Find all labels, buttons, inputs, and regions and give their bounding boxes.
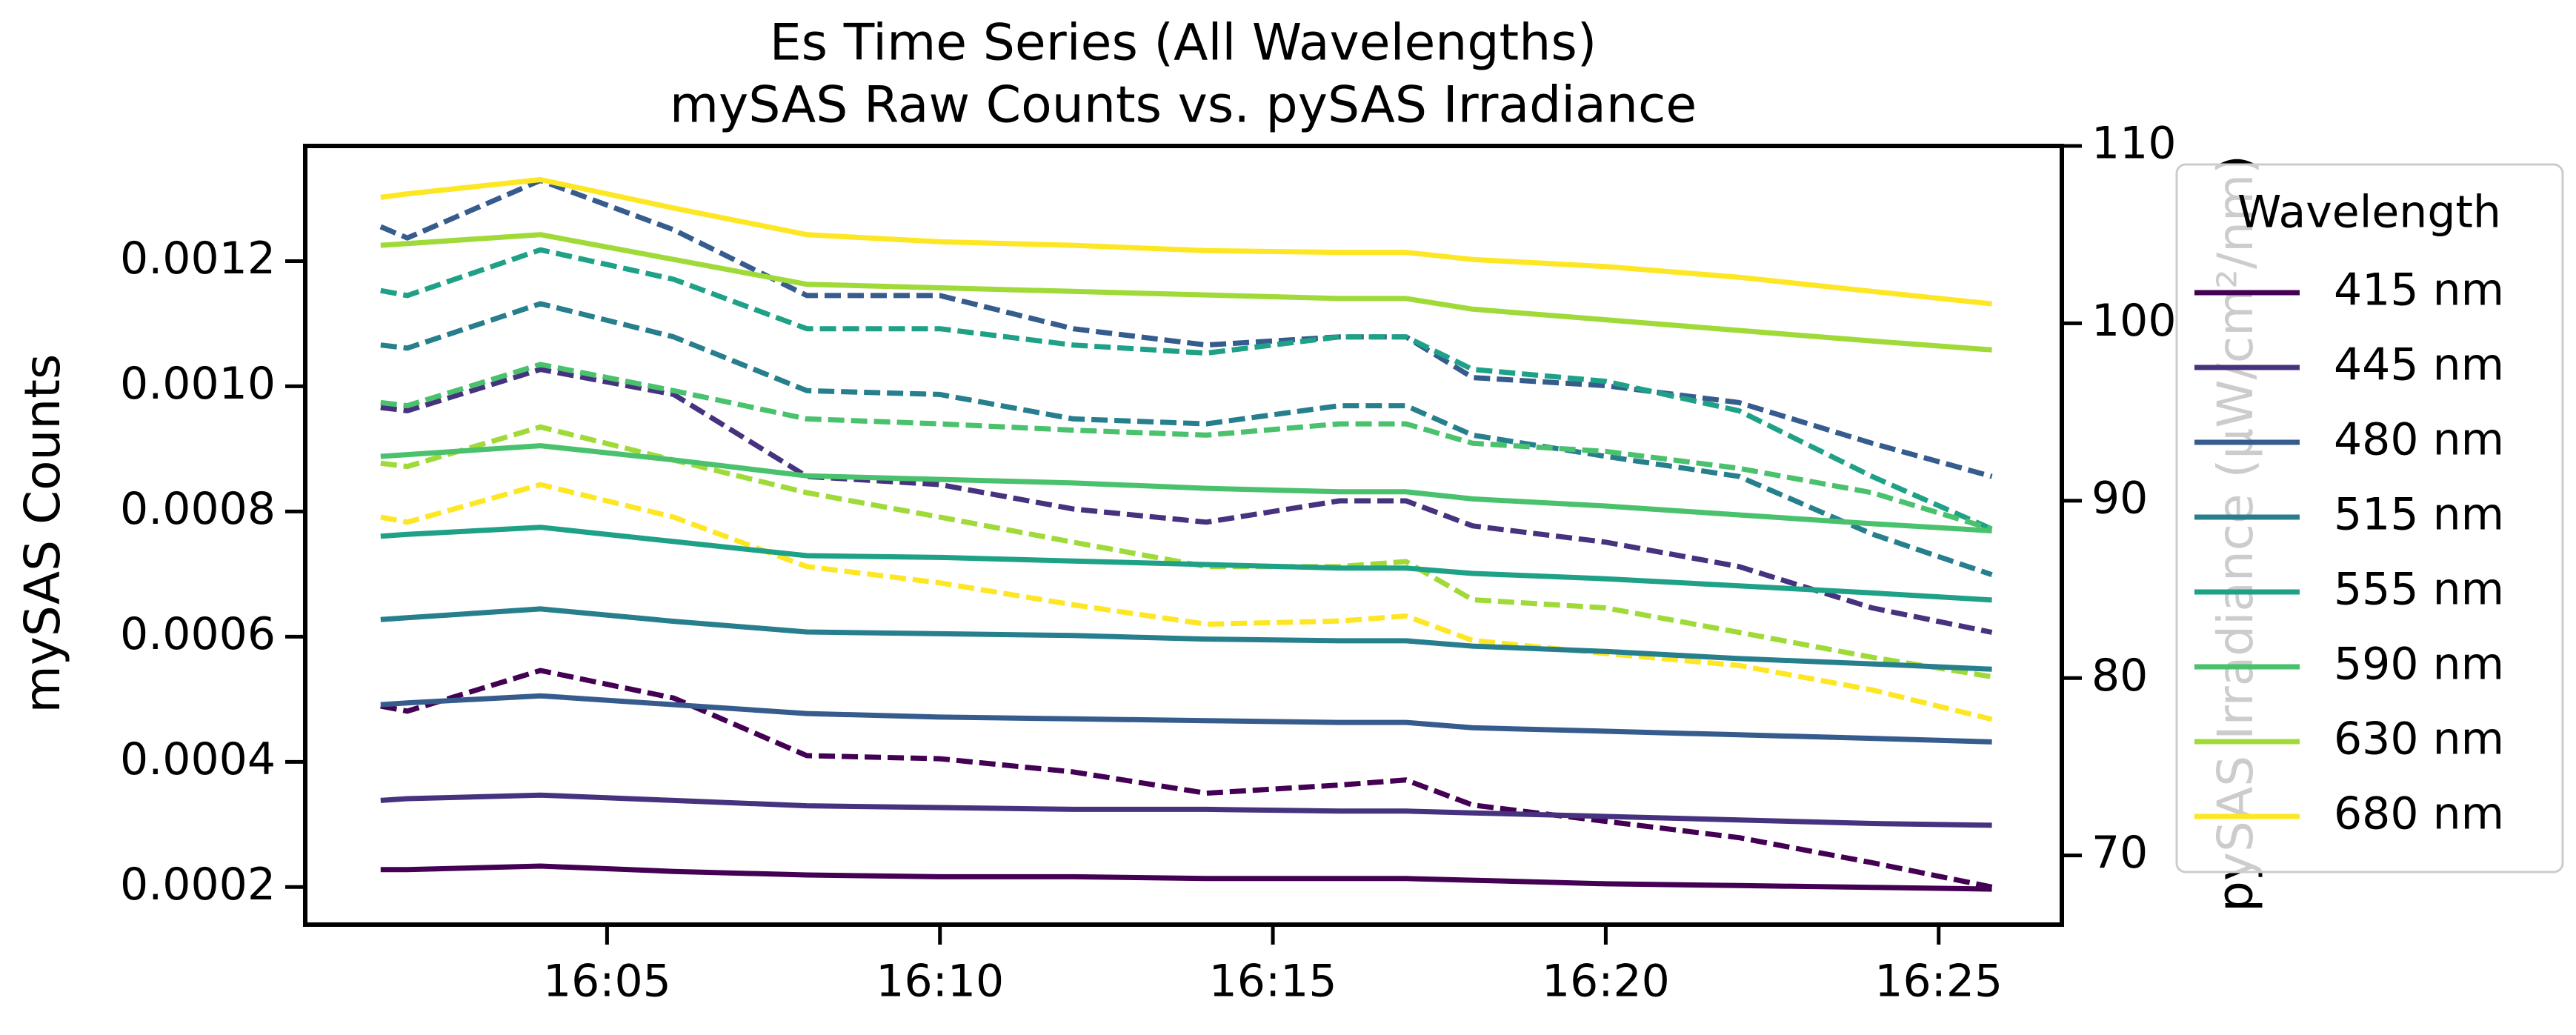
legend-title: Wavelength [2237, 187, 2501, 239]
irradiance-line [380, 863, 1992, 892]
legend-label: 480 nm [2334, 414, 2504, 466]
y-tick-label: 0.0002 [120, 859, 276, 911]
x-tick-label: 16:25 [1874, 956, 2003, 1008]
legend-label: 630 nm [2334, 713, 2504, 765]
y2-tick-label: 100 [2091, 295, 2177, 347]
chart-subtitle: mySAS Raw Counts vs. pySAS Irradiance [670, 76, 1697, 135]
y-axis-label: mySAS Counts [14, 354, 71, 713]
counts-line [380, 247, 1994, 532]
counts-line [380, 424, 1993, 679]
y-tick-label: 0.0012 [120, 233, 276, 284]
counts-line [380, 301, 1993, 578]
y-tick-label: 0.0004 [120, 733, 276, 785]
plot-area [379, 177, 1994, 892]
plot-frame [303, 144, 2064, 927]
y-tick-label: 0.0010 [120, 358, 276, 410]
x-tick-label: 16:15 [1209, 956, 1337, 1008]
y-tick-label: 0.0008 [120, 483, 276, 535]
y2-tick-label: 90 [2091, 472, 2148, 524]
x-tick-label: 16:10 [876, 956, 1004, 1008]
irradiance-line [380, 606, 1992, 672]
y2-tick-label: 110 [2091, 118, 2177, 170]
x-tick-label: 16:05 [543, 956, 671, 1008]
irradiance-line [380, 525, 1992, 603]
y2-tick-label: 70 [2091, 827, 2148, 879]
legend: Wavelength 415 nm 445 nm 480 nm 515 nm 555 nm… [2175, 163, 2564, 873]
y2-tick-label: 80 [2091, 650, 2148, 702]
legend-box [2175, 163, 2564, 873]
irradiance-line [380, 443, 1992, 533]
counts-line [380, 482, 1993, 722]
legend-label: 415 nm [2334, 264, 2504, 316]
legend-label: 555 nm [2334, 564, 2504, 616]
y-tick-label: 0.0006 [120, 608, 276, 660]
counts-line [380, 367, 1993, 635]
irradiance-line [380, 232, 1992, 353]
legend-label: 680 nm [2334, 788, 2504, 840]
legend-label: 445 nm [2334, 339, 2504, 391]
irradiance-line [380, 693, 1992, 745]
counts-line [379, 178, 1993, 479]
x-tick-label: 16:20 [1542, 956, 1670, 1008]
legend-label: 590 nm [2334, 639, 2504, 690]
counts-line [380, 362, 1993, 532]
counts-line [380, 668, 1993, 890]
irradiance-line [380, 177, 1992, 307]
chart-title: Es Time Series (All Wavelengths) [770, 14, 1597, 73]
irradiance-line [380, 792, 1992, 828]
legend-label: 515 nm [2334, 489, 2504, 541]
